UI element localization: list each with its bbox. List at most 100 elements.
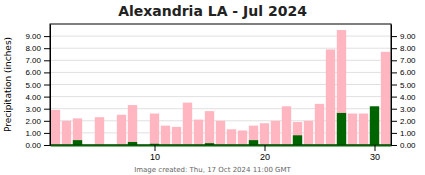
tick-mark [44,60,50,61]
tick: 2.00 [25,117,50,126]
chart: 10 20 30 0.00 1.00 2.00 3.00 4.00 5.00 6.00 7.00 8.… [0,0,425,175]
bar [381,52,390,145]
tick-label: 2.00 [25,117,41,126]
tick: 4.00 [391,93,416,102]
tick-label: 9.00 [400,32,416,41]
tick-mark [44,85,50,86]
bar [216,121,225,145]
bar [73,140,82,145]
tick-mark [391,145,397,146]
footer: Image created: Thu, 17 Oct 2024 11:00 GM… [134,166,291,174]
tick-mark [44,97,50,98]
tick: 5.00 [25,81,50,90]
tick-mark [44,72,50,73]
y-axis: 0.00 1.00 2.00 3.00 4.00 5.00 6.00 7.00 8.00 9.00 [25,25,50,151]
bar-series [51,30,390,145]
tick-mark [391,60,397,61]
bar [95,117,104,145]
bar [293,135,302,145]
bar [249,140,258,145]
bar [194,120,203,145]
tick-label: 1.00 [400,129,416,138]
tick: 7.00 [391,56,416,65]
tick: 0.00 [391,141,416,150]
tick-label: 3.00 [25,105,41,114]
bar [205,111,214,145]
tick-mark [391,36,397,37]
tick-label: 10 [150,152,160,162]
tick: 7.00 [25,56,50,65]
bar [249,126,258,145]
tick-label: 2.00 [400,117,416,126]
tick: 20 [260,145,270,162]
grid-line [50,145,391,146]
tick-label: 8.00 [25,44,41,53]
tick-mark [391,72,397,73]
tick: 4.00 [25,93,50,102]
bar [293,122,302,145]
bar [73,118,82,145]
tick-label: 0.00 [400,141,416,150]
tick-label: 4.00 [25,93,41,102]
tick-label: 20 [260,152,270,162]
bar [150,114,159,145]
tick-label: 6.00 [25,68,41,77]
tick: 2.00 [391,117,416,126]
y-axis-title: Precipitation (inches) [3,37,13,132]
bar [282,106,291,145]
tick-label: 4.00 [400,93,416,102]
tick-mark [265,145,266,151]
tick: 6.00 [391,68,416,77]
bar [238,130,247,145]
tick-mark [44,36,50,37]
bar [337,113,346,145]
tick-mark [44,133,50,134]
bar [348,114,357,145]
tick: 6.00 [25,68,50,77]
bar [337,30,346,145]
bar [183,103,192,145]
bar-series [73,106,379,145]
tick-mark [391,109,397,110]
bar [51,110,60,145]
tick: 10 [150,145,160,162]
bar [117,115,126,145]
tick: 3.00 [25,105,50,114]
tick: 8.00 [391,44,416,53]
tick-mark [44,121,50,122]
bar [172,127,181,145]
tick-label: 9.00 [25,32,41,41]
tick: 9.00 [391,32,416,41]
tick-label: 30 [370,152,380,162]
x-axis: 10 20 30 [51,145,392,162]
tick-label: 7.00 [400,56,416,65]
tick: 3.00 [391,105,416,114]
bar [128,105,137,145]
tick-label: 5.00 [25,81,41,90]
tick-label: 1.00 [25,129,41,138]
tick: 9.00 [25,32,50,41]
bar [260,123,269,145]
bar [326,49,335,145]
bar [227,129,236,145]
tick: 5.00 [391,81,416,90]
tick-label: 8.00 [400,44,416,53]
y2-axis: 0.00 1.00 2.00 3.00 4.00 5.00 6.00 7.00 8.00 9.00 [391,25,416,151]
bar [370,106,379,145]
tick-mark [391,85,397,86]
tick-label: 0.00 [25,141,41,150]
bars [51,30,390,145]
tick-mark [391,48,397,49]
bar [315,104,324,145]
tick-mark [155,145,156,151]
tick-mark [44,109,50,110]
tick-label: 6.00 [400,68,416,77]
tick-mark [44,48,50,49]
bar [359,114,368,145]
axis-line [51,145,392,147]
tick: 1.00 [25,129,50,138]
bar [304,121,313,145]
bar [62,121,71,145]
tick-mark [391,133,397,134]
tick: 1.00 [391,129,416,138]
